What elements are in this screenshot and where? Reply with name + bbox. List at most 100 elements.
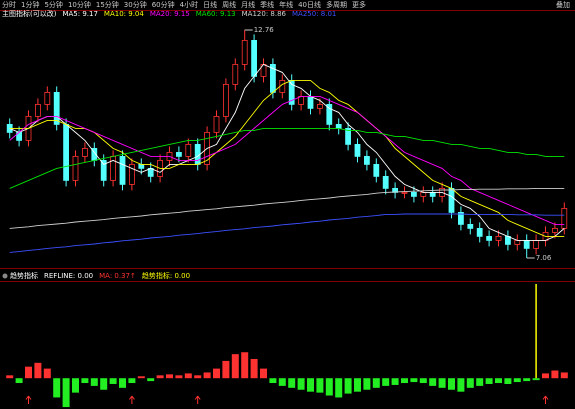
timeframe-tab[interactable]: 年线 (279, 0, 293, 9)
histogram-bar (231, 354, 239, 379)
candle-body (476, 227, 483, 237)
histogram-bar (119, 378, 126, 388)
histogram-bar (438, 378, 446, 388)
histogram-bar (213, 368, 220, 379)
timeframe-tab[interactable]: 多周期 (326, 0, 347, 9)
legend-entry: MA60: 9.13 (196, 10, 236, 18)
moving-average (9, 127, 565, 189)
timeframe-tab[interactable]: 4小时 (180, 0, 198, 9)
histogram-bar (495, 378, 502, 384)
min-label: 7.06 (536, 254, 552, 262)
candle-body (354, 143, 361, 157)
histogram-bar (560, 372, 568, 379)
histogram-bar (109, 378, 117, 384)
candle-body (382, 175, 389, 189)
legend-entry: MA: 0.37↑ (99, 272, 136, 280)
candle-body (185, 143, 192, 157)
histogram-bar (222, 360, 230, 379)
histogram-bar (457, 378, 465, 392)
candle-body (241, 40, 248, 65)
histogram-bar (241, 352, 249, 379)
buy-arrow (25, 395, 32, 404)
histogram-bar (128, 378, 136, 384)
timeframe-tab[interactable]: 分时 (2, 0, 16, 9)
timeframe-tab[interactable]: 月线 (241, 0, 255, 9)
histogram-bar (476, 378, 484, 386)
candle-body (363, 155, 370, 165)
moving-average (9, 79, 565, 237)
candle-body (222, 84, 229, 117)
candle-body (514, 239, 521, 245)
overlay-button[interactable]: 叠加 (556, 0, 570, 9)
histogram-bar (203, 372, 211, 379)
candle-body (44, 92, 51, 105)
candle-body (119, 155, 126, 185)
histogram-bar (429, 378, 437, 386)
timeframe-tab[interactable]: 周线 (222, 0, 236, 9)
moving-average (9, 213, 565, 253)
candle-body (345, 127, 352, 145)
candle-body (523, 239, 530, 249)
timeframe-tab[interactable]: 10分钟 (68, 0, 91, 9)
histogram-bar (448, 378, 455, 390)
timeframe-tab[interactable]: 日线 (203, 0, 217, 9)
timeframe-tab[interactable]: 1分钟 (21, 0, 39, 9)
histogram-bar (81, 378, 89, 384)
histogram-bar (325, 378, 333, 396)
histogram-bar (250, 358, 258, 379)
histogram-bar (90, 378, 98, 386)
histogram-bar (466, 378, 474, 388)
histogram-bar (297, 378, 305, 390)
candle-body (561, 207, 568, 229)
histogram-bar (513, 378, 521, 383)
candle-body (63, 124, 69, 181)
candle-body (128, 163, 135, 185)
timeframe-tab[interactable]: 5分钟 (44, 0, 62, 9)
timeframe-tab[interactable]: 更多 (352, 0, 366, 9)
candle-body (533, 239, 539, 249)
candle-body (420, 191, 427, 197)
histogram-bar (62, 378, 70, 408)
timeframe-tab[interactable]: 40日线 (298, 0, 321, 9)
indicator-icon (2, 273, 8, 279)
moving-average (9, 187, 565, 229)
candle-body (326, 104, 333, 125)
histogram-bar (278, 378, 286, 386)
histogram-bar (156, 375, 164, 379)
histogram-bar (184, 373, 192, 379)
timeframe-tab[interactable]: 30分钟 (124, 0, 147, 9)
histogram-bar (6, 375, 14, 379)
histogram-bar (485, 378, 493, 384)
max-label: 12.76 (254, 26, 275, 34)
timeframe-tab[interactable]: 60分钟 (152, 0, 175, 9)
timeframe-tab[interactable]: 15分钟 (96, 0, 119, 9)
histogram-bar (410, 378, 418, 383)
candle-body (495, 235, 502, 241)
moving-average (9, 95, 565, 225)
histogram-bar (523, 378, 531, 382)
histogram-bar (43, 368, 51, 379)
buy-arrow (542, 395, 549, 404)
buy-arrow (194, 395, 201, 404)
histogram-bar (100, 378, 108, 390)
histogram-bar (401, 378, 408, 384)
histogram-bar (551, 370, 559, 379)
candle-body (213, 116, 220, 133)
histogram-bar (532, 378, 540, 381)
candle-body (401, 191, 408, 194)
legend-entry: MA250: 8.01 (292, 10, 336, 18)
histogram-bar (335, 378, 343, 398)
histogram-bar (419, 378, 427, 384)
histogram-bar (363, 378, 371, 390)
histogram-bar (34, 362, 42, 379)
candle-body (72, 155, 79, 181)
histogram-bar (72, 378, 79, 393)
histogram-bar (137, 376, 145, 379)
legend-entry: MA5: 9.17 (62, 10, 97, 18)
legend-entry: 趋势指标 (10, 271, 38, 280)
timeframe-tab[interactable]: 季线 (260, 0, 274, 9)
histogram-bar (15, 378, 23, 384)
